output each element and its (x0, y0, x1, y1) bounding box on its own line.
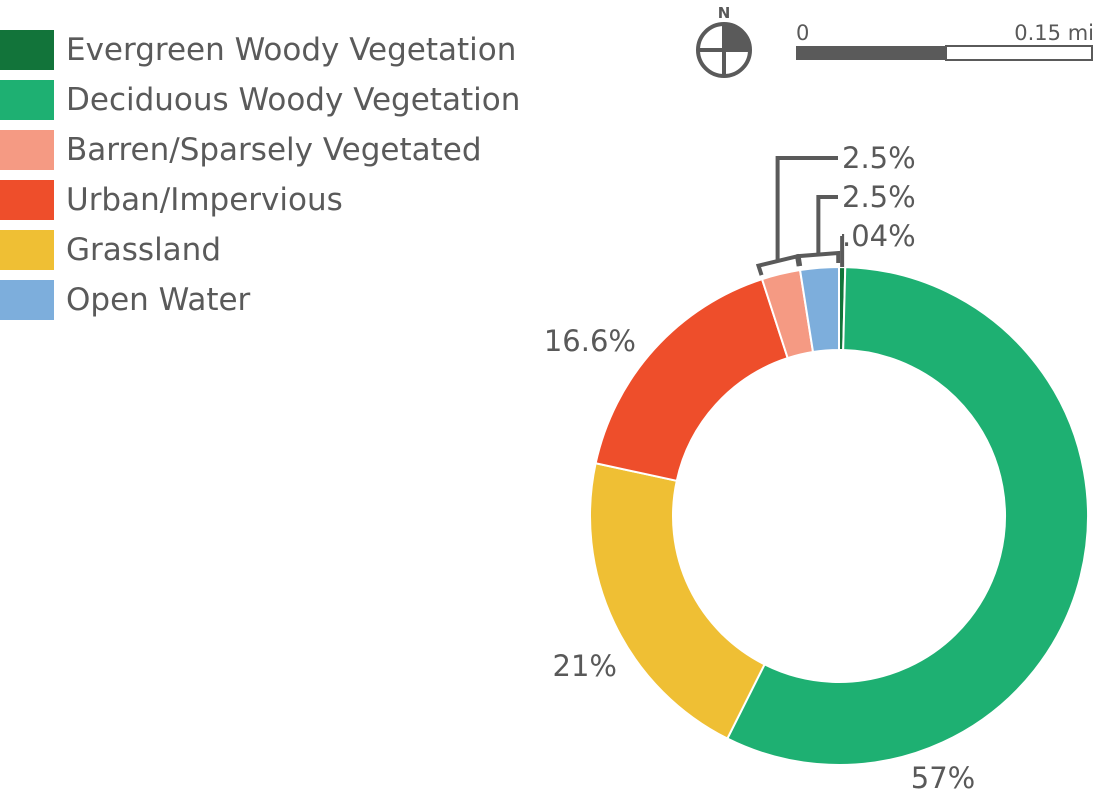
slice-value-label: 21% (553, 649, 617, 683)
slice-value-label: 2.5% (842, 180, 916, 214)
legend-swatch (0, 80, 54, 120)
legend-swatch (0, 180, 54, 220)
legend-label: Deciduous Woody Vegetation (66, 82, 521, 118)
north-arrow: N (696, 4, 752, 78)
north-arrow-fill (724, 24, 750, 50)
donut-slices (589, 265, 1089, 766)
slice-deciduous-woody-vegetation (726, 266, 1089, 766)
legend-label: Grassland (66, 232, 221, 268)
slice-value-label: 16.6% (544, 324, 636, 358)
legend-label: Urban/Impervious (66, 182, 343, 218)
legend-swatch (0, 230, 54, 270)
scale-bar: 0 0.15 mi (796, 21, 1094, 61)
barren-callout-leader (775, 156, 838, 261)
water-callout-leader (816, 195, 838, 254)
slice-labels: 2.5% 2.5% .04% 16.6% 21% 57% (544, 141, 975, 795)
slice-value-label: .04% (842, 219, 916, 253)
legend-swatch (0, 30, 54, 70)
scale-bar-light (945, 45, 1093, 61)
slice-value-label: 2.5% (842, 141, 916, 175)
scale-bar-dark (796, 46, 946, 60)
scale-start-label: 0 (796, 21, 809, 45)
water-callout-bracket (796, 250, 841, 267)
legend-label: Barren/Sparsely Vegetated (66, 132, 482, 168)
slice-grassland (589, 462, 766, 740)
legend-swatch (0, 280, 54, 320)
legend-label: Open Water (66, 282, 251, 318)
slice-open-water (798, 265, 840, 354)
legend-swatch (0, 130, 54, 170)
callout-leaders (755, 156, 845, 276)
slice-urban-impervious (594, 277, 789, 482)
scale-end-label: 0.15 mi (1014, 21, 1094, 45)
legend-label: Evergreen Woody Vegetation (66, 32, 517, 68)
north-label: N (718, 4, 731, 22)
slice-value-label: 57% (911, 761, 975, 795)
